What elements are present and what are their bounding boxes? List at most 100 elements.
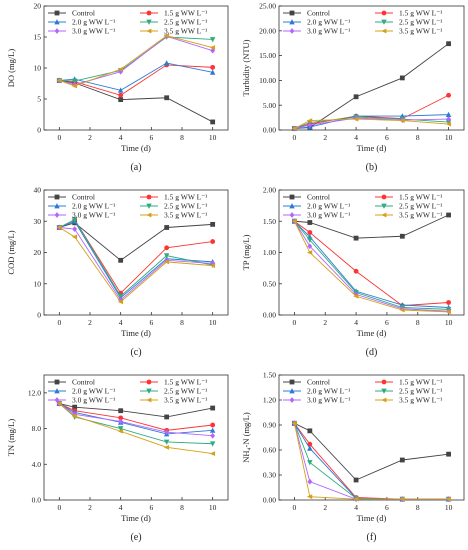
legend-label: Control [307,9,330,18]
series-4 [292,420,451,503]
x-tick-label: 10 [445,503,453,512]
x-tick-label: 6 [385,133,389,142]
series-5 [56,401,216,456]
data-point [445,309,451,315]
x-tick-label: 8 [180,503,184,512]
y-axis-label: NH₄-N (mg/L) [241,412,251,463]
legend-label: 3.5 g WW L⁻¹ [399,396,442,405]
x-tick-label: 0 [57,318,61,327]
data-point [71,234,78,240]
legend-marker [54,28,60,34]
legend-label: 2.0 g WW L⁻¹ [307,202,350,211]
chart-panel: 0 2 4 6 8 10 0.00 0.30 0.60 0.90 1.20 1.50 Time (d) N… [241,371,465,543]
data-point [209,451,216,456]
data-point [163,259,170,265]
data-point [71,413,78,419]
legend-marker [146,379,152,385]
legend: Control 1.5 g WW L⁻¹ 2.0 g WW L⁻¹ 2.5 g WW … [48,193,207,220]
y-tick-label: 0.00 [263,496,276,505]
chart-panel: 0 2 4 6 8 10 0.00 0.50 1.00 1.50 2.00 Time (d) TP (m… [241,186,465,358]
legend-label: 1.5 g WW L⁻¹ [399,193,442,202]
data-point [306,494,313,500]
x-axis-label: Time (d) [357,513,387,523]
data-point [210,422,216,428]
legend-marker [289,203,295,209]
chart-panel: 0 2 4 6 8 10 0 10 20 30 40 Time (d) COD (mg/L) (c) Con… [6,186,229,358]
legend-label: 1.5 g WW L⁻¹ [164,9,207,18]
legend-label: 1.5 g WW L⁻¹ [399,9,442,18]
y-tick-label: 8.0 [32,424,42,433]
series-2 [56,60,216,93]
legend: Control 1.5 g WW L⁻¹ 2.0 g WW L⁻¹ 2.5 g WW … [283,378,442,405]
x-tick-label: 6 [385,503,389,512]
legend-marker [381,388,387,394]
y-tick-label: 20.00 [259,26,276,35]
legend-marker [289,379,295,385]
x-tick-label: 2 [88,133,92,142]
data-point [291,218,297,224]
legend-label: 3.0 g WW L⁻¹ [307,211,350,220]
y-axis-label: COD (mg/L) [6,230,16,274]
data-point [56,78,62,83]
legend-label: Control [307,378,330,387]
x-tick-label: 10 [209,318,217,327]
series-line [59,403,213,455]
legend-label: Control [307,193,330,202]
y-tick-label: 1.50 [263,217,276,226]
data-point [291,420,297,426]
legend-marker [289,10,295,16]
data-point [163,439,170,445]
y-tick-label: 0.00 [263,311,276,320]
data-point [117,66,124,72]
legend: Control 1.5 g WW L⁻¹ 2.0 g WW L⁻¹ 2.5 g WW … [48,9,207,36]
data-point [307,220,313,225]
legend-label: 2.5 g WW L⁻¹ [399,18,442,27]
legend-label: 2.5 g WW L⁻¹ [164,18,207,27]
data-point [209,263,216,269]
series-line [294,220,449,308]
data-point [445,121,451,127]
data-point [307,441,313,447]
legend-marker [289,28,295,34]
legend-marker [289,194,295,200]
legend-marker [381,203,387,209]
legend-label: 3.5 g WW L⁻¹ [399,27,442,36]
legend-label: Control [72,378,95,387]
plot-frame [43,374,229,501]
x-tick-label: 4 [354,503,358,512]
legend-marker [146,212,152,218]
data-point [445,496,451,502]
series-5 [291,218,451,315]
data-point [72,404,78,410]
series-2 [291,111,452,131]
panel-caption: (c) [130,347,141,358]
legend-label: 3.5 g WW L⁻¹ [164,211,207,220]
legend-marker [146,388,152,394]
data-point [163,444,170,450]
legend-label: 2.0 g WW L⁻¹ [307,387,350,396]
x-tick-label: 8 [180,318,184,327]
chart-panel: 0 2 4 6 8 10 0.0 4.0 8.0 12.0 Time (d) TN (mg/L) (e)… [6,374,229,543]
series-line [294,422,449,481]
x-tick-label: 8 [416,318,420,327]
data-point [71,217,78,223]
legend-marker [54,19,60,25]
legend-marker [146,28,152,34]
x-tick-label: 6 [385,318,389,327]
legend-label: 2.5 g WW L⁻¹ [399,202,442,211]
series-1 [292,218,451,309]
y-tick-label: 0.00 [263,126,276,135]
y-tick-label: 10 [34,64,42,73]
series-2 [56,218,216,301]
legend-label: 3.0 g WW L⁻¹ [72,27,115,36]
legend-label: 2.5 g WW L⁻¹ [399,387,442,396]
data-point [56,225,62,230]
x-tick-label: 10 [209,133,217,142]
data-point [445,111,452,118]
data-point [117,428,124,434]
legend-label: 3.5 g WW L⁻¹ [164,396,207,405]
data-point [446,116,451,122]
legend-marker [381,28,387,34]
data-point [163,60,170,66]
legend-marker [381,194,387,200]
